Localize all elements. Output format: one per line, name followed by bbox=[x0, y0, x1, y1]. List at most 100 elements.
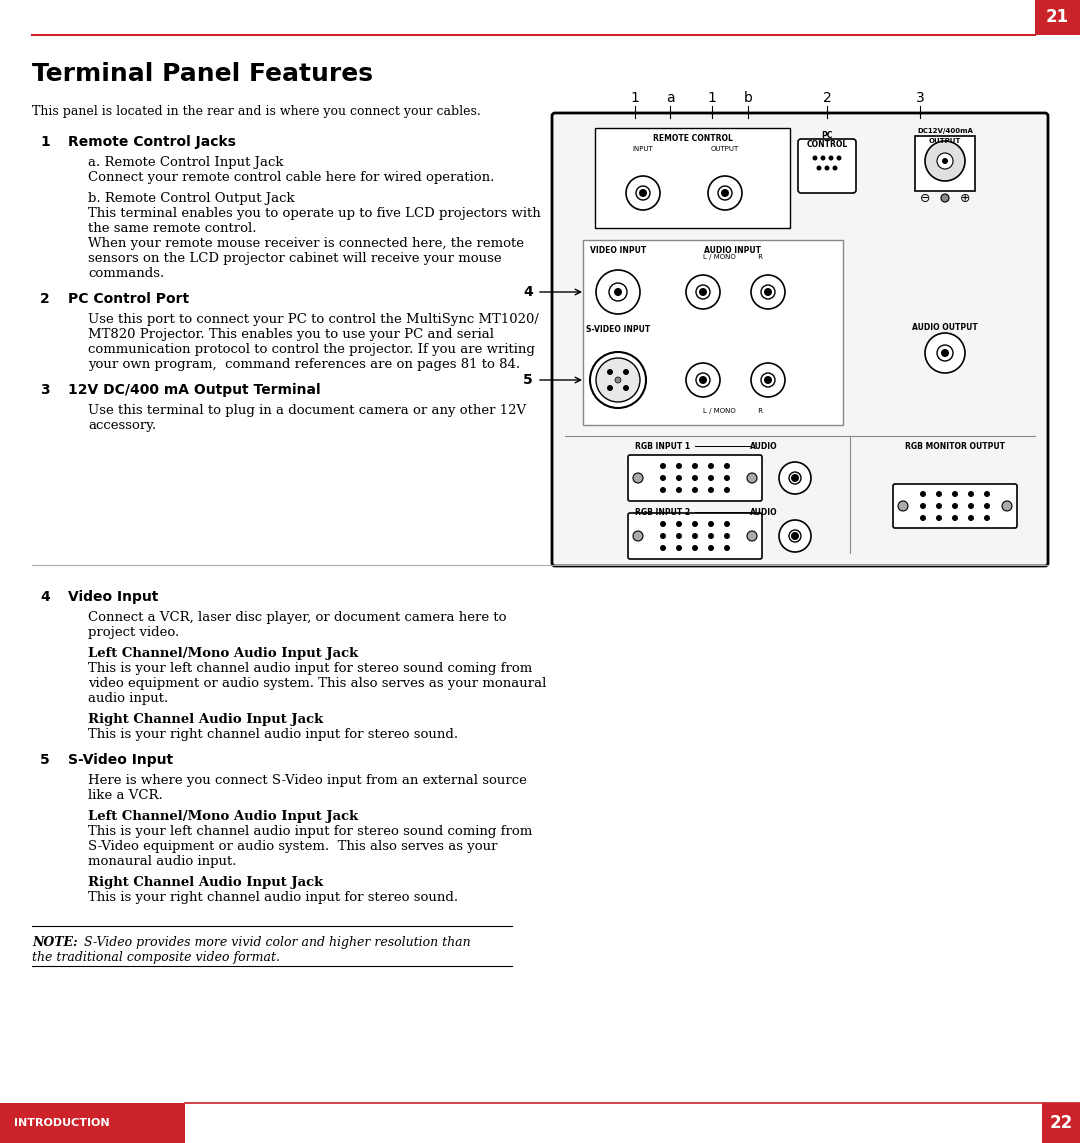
Circle shape bbox=[747, 473, 757, 483]
Circle shape bbox=[676, 533, 681, 539]
Circle shape bbox=[837, 155, 841, 160]
Circle shape bbox=[626, 176, 660, 210]
Text: Remote Control Jacks: Remote Control Jacks bbox=[68, 135, 235, 149]
Circle shape bbox=[660, 475, 666, 481]
Circle shape bbox=[789, 530, 801, 542]
Circle shape bbox=[660, 533, 666, 539]
Circle shape bbox=[791, 474, 799, 482]
Circle shape bbox=[924, 333, 966, 373]
Text: 2: 2 bbox=[40, 291, 50, 306]
Circle shape bbox=[751, 275, 785, 309]
Circle shape bbox=[791, 531, 799, 539]
Text: This is your right channel audio input for stereo sound.: This is your right channel audio input f… bbox=[87, 728, 458, 741]
Circle shape bbox=[686, 363, 720, 397]
Text: L / MONO          R: L / MONO R bbox=[703, 408, 762, 414]
FancyBboxPatch shape bbox=[627, 513, 762, 559]
Text: accessory.: accessory. bbox=[87, 419, 157, 432]
Circle shape bbox=[724, 463, 730, 469]
Circle shape bbox=[761, 373, 775, 387]
Text: S-Video equipment or audio system.  This also serves as your: S-Video equipment or audio system. This … bbox=[87, 840, 498, 853]
Circle shape bbox=[708, 463, 714, 469]
Circle shape bbox=[699, 288, 707, 296]
Text: your own program,  command references are on pages 81 to 84.: your own program, command references are… bbox=[87, 358, 521, 371]
Circle shape bbox=[724, 475, 730, 481]
Circle shape bbox=[764, 376, 772, 384]
Circle shape bbox=[676, 463, 681, 469]
Text: This panel is located in the rear and is where you connect your cables.: This panel is located in the rear and is… bbox=[32, 105, 481, 118]
Bar bbox=[583, 240, 843, 425]
Text: RGB MONITOR OUTPUT: RGB MONITOR OUTPUT bbox=[905, 442, 1005, 451]
Text: OUTPUT: OUTPUT bbox=[711, 146, 739, 152]
Text: S-Video provides more vivid color and higher resolution than: S-Video provides more vivid color and hi… bbox=[84, 936, 471, 949]
Circle shape bbox=[660, 487, 666, 493]
Circle shape bbox=[708, 533, 714, 539]
Text: 5: 5 bbox=[40, 753, 50, 767]
Text: AUDIO INPUT: AUDIO INPUT bbox=[704, 246, 761, 255]
Circle shape bbox=[761, 285, 775, 299]
Text: REMOTE CONTROL: REMOTE CONTROL bbox=[652, 134, 732, 143]
Circle shape bbox=[607, 385, 613, 391]
Circle shape bbox=[692, 521, 698, 527]
Text: Right Channel Audio Input Jack: Right Channel Audio Input Jack bbox=[87, 713, 323, 726]
Text: Left Channel/Mono Audio Input Jack: Left Channel/Mono Audio Input Jack bbox=[87, 647, 359, 660]
Text: Left Channel/Mono Audio Input Jack: Left Channel/Mono Audio Input Jack bbox=[87, 810, 359, 823]
Text: video equipment or audio system. This also serves as your monaural: video equipment or audio system. This al… bbox=[87, 677, 546, 690]
Text: Connect your remote control cable here for wired operation.: Connect your remote control cable here f… bbox=[87, 171, 495, 184]
Circle shape bbox=[936, 503, 942, 509]
Circle shape bbox=[764, 288, 772, 296]
Circle shape bbox=[708, 521, 714, 527]
Circle shape bbox=[1002, 501, 1012, 511]
Text: 1: 1 bbox=[631, 91, 639, 105]
Text: MT820 Projector. This enables you to use your PC and serial: MT820 Projector. This enables you to use… bbox=[87, 328, 494, 341]
Bar bbox=[0, 1103, 185, 1143]
Circle shape bbox=[821, 155, 825, 160]
Text: AUDIO OUTPUT: AUDIO OUTPUT bbox=[913, 323, 977, 331]
Text: Use this port to connect your PC to control the MultiSync MT1020/: Use this port to connect your PC to cont… bbox=[87, 313, 539, 326]
Text: 3: 3 bbox=[916, 91, 924, 105]
Text: When your remote mouse receiver is connected here, the remote: When your remote mouse receiver is conne… bbox=[87, 237, 524, 250]
Circle shape bbox=[609, 283, 627, 301]
Circle shape bbox=[984, 515, 990, 521]
Circle shape bbox=[724, 487, 730, 493]
Circle shape bbox=[696, 373, 710, 387]
Text: project video.: project video. bbox=[87, 626, 179, 639]
Text: audio input.: audio input. bbox=[87, 692, 168, 705]
Circle shape bbox=[747, 531, 757, 541]
Circle shape bbox=[936, 515, 942, 521]
Circle shape bbox=[968, 503, 974, 509]
Circle shape bbox=[789, 472, 801, 483]
Circle shape bbox=[607, 369, 613, 375]
Circle shape bbox=[920, 491, 926, 497]
Circle shape bbox=[596, 270, 640, 314]
Circle shape bbox=[636, 186, 650, 200]
Text: NOTE:: NOTE: bbox=[32, 936, 86, 949]
Circle shape bbox=[936, 491, 942, 497]
Text: ⊕: ⊕ bbox=[960, 192, 970, 205]
Circle shape bbox=[920, 515, 926, 521]
Circle shape bbox=[951, 503, 958, 509]
FancyBboxPatch shape bbox=[893, 483, 1017, 528]
Circle shape bbox=[824, 166, 829, 170]
Circle shape bbox=[816, 166, 822, 170]
Text: 3: 3 bbox=[40, 383, 50, 397]
Circle shape bbox=[708, 475, 714, 481]
Circle shape bbox=[833, 166, 837, 170]
Circle shape bbox=[708, 545, 714, 551]
Text: sensors on the LCD projector cabinet will receive your mouse: sensors on the LCD projector cabinet wil… bbox=[87, 251, 501, 265]
Text: S-Video Input: S-Video Input bbox=[68, 753, 173, 767]
Text: CONTROL: CONTROL bbox=[807, 139, 848, 149]
Circle shape bbox=[590, 352, 646, 408]
Text: 2: 2 bbox=[823, 91, 832, 105]
Circle shape bbox=[692, 487, 698, 493]
Text: This is your left channel audio input for stereo sound coming from: This is your left channel audio input fo… bbox=[87, 662, 532, 676]
Bar bbox=[1042, 1103, 1080, 1143]
Text: Connect a VCR, laser disc player, or document camera here to: Connect a VCR, laser disc player, or doc… bbox=[87, 612, 507, 624]
Circle shape bbox=[968, 515, 974, 521]
Circle shape bbox=[708, 176, 742, 210]
Circle shape bbox=[897, 501, 908, 511]
Text: Terminal Panel Features: Terminal Panel Features bbox=[32, 62, 373, 86]
Circle shape bbox=[937, 153, 953, 169]
Circle shape bbox=[721, 189, 729, 197]
Circle shape bbox=[708, 487, 714, 493]
Circle shape bbox=[724, 533, 730, 539]
